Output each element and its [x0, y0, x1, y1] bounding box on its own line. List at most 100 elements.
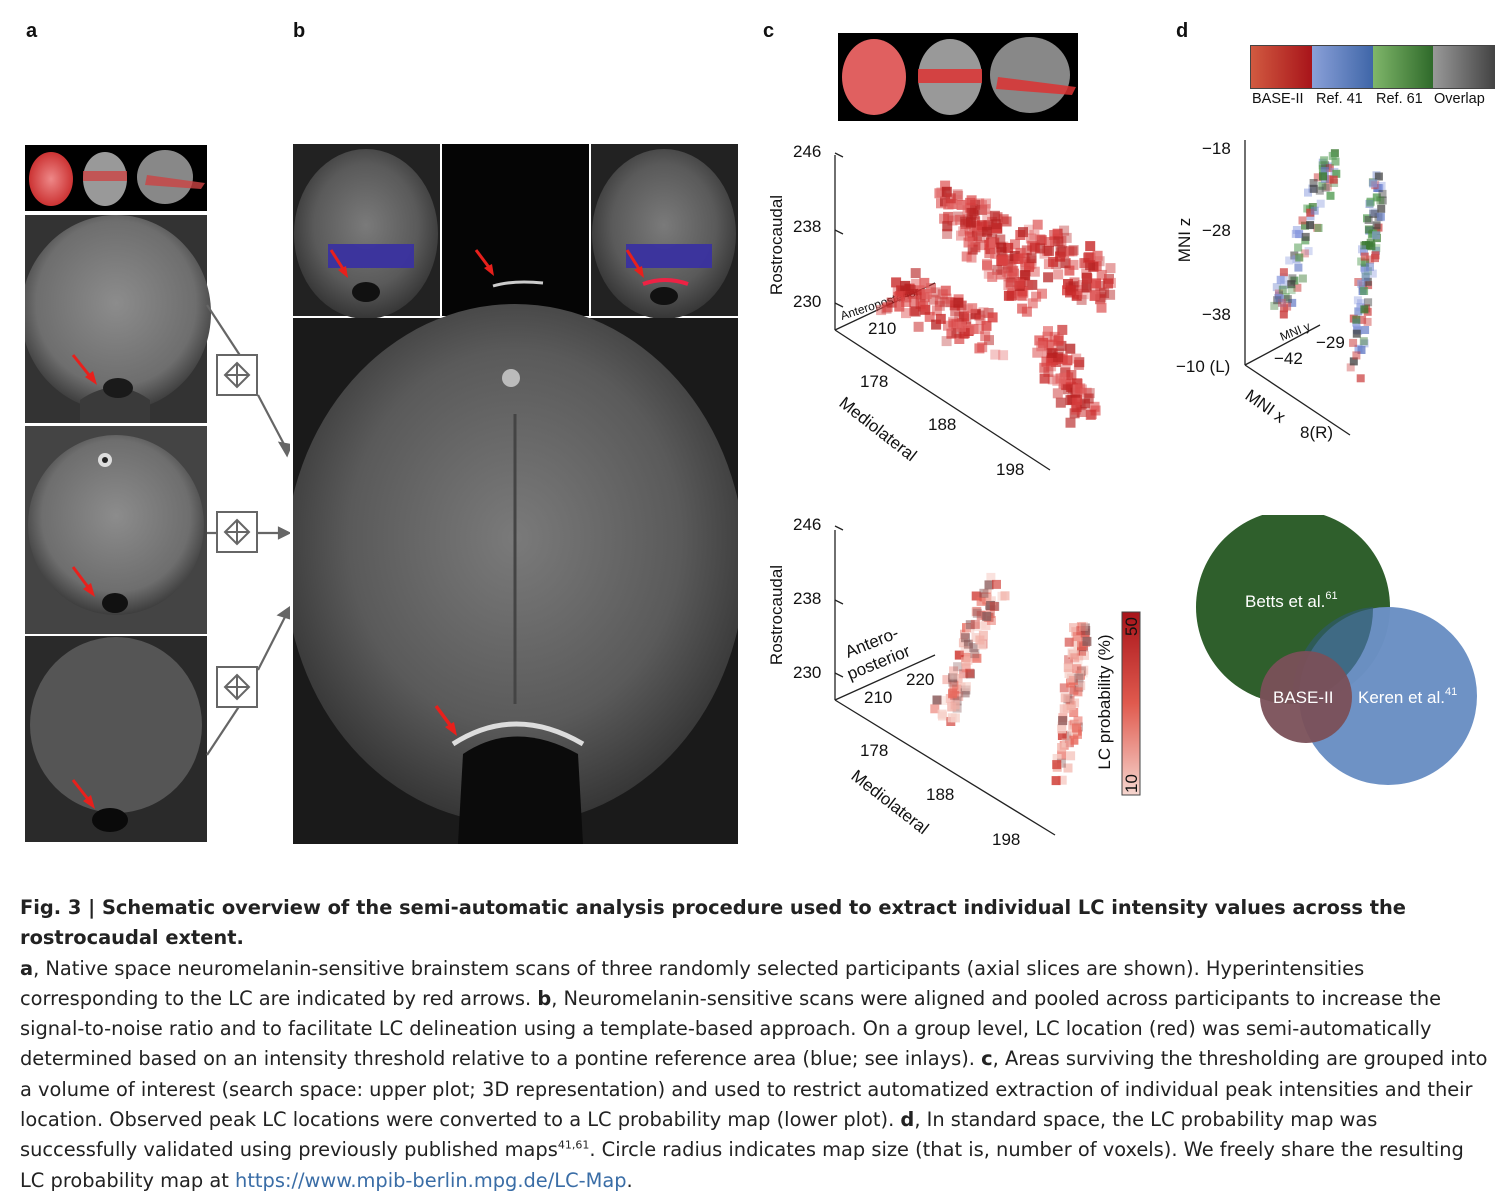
voxel	[1070, 698, 1080, 708]
voxel	[982, 258, 992, 269]
lc-map-link[interactable]: https://www.mpib-berlin.mpg.de/LC-Map	[235, 1168, 627, 1192]
voxel	[1372, 246, 1380, 255]
voxel	[1304, 247, 1313, 256]
voxel	[986, 596, 996, 606]
voxel	[990, 349, 1001, 360]
voxel	[959, 669, 969, 679]
voxel	[1320, 167, 1329, 176]
voxel	[1014, 278, 1025, 289]
z-axis-label: Rostrocaudal	[767, 565, 786, 665]
voxel	[934, 188, 945, 199]
ml-axis-label: Mediolateral	[836, 393, 921, 465]
voxel	[1285, 256, 1294, 265]
voxel	[1003, 262, 1013, 273]
axes	[1244, 140, 1351, 436]
voxel	[1378, 196, 1387, 205]
voxel	[1279, 310, 1288, 319]
voxel	[1096, 302, 1107, 313]
voxel	[970, 619, 980, 629]
voxel	[1353, 296, 1362, 305]
voxel	[1358, 315, 1367, 324]
voxel	[1357, 257, 1366, 266]
caption-a-text: , Native space neuromelanin-sensitive br…	[20, 956, 1365, 1010]
voxel	[953, 190, 964, 201]
voxel	[1306, 208, 1315, 217]
voxel	[1083, 252, 1094, 263]
voxel	[1007, 266, 1018, 277]
scan-participant-1	[25, 215, 211, 423]
voxel	[1359, 337, 1368, 346]
panel-label-b: b	[293, 20, 306, 42]
legend-swatch-ref61	[1372, 46, 1434, 88]
ml-axis-label: Mediolateral	[848, 766, 933, 838]
voxel	[919, 277, 930, 288]
voxel	[1060, 693, 1070, 703]
voxel	[918, 301, 928, 312]
ap-tick: 220	[906, 670, 934, 689]
venn-diagram: Betts et al.61 Keren et al.41 BASE-II	[1196, 515, 1477, 785]
voxel	[945, 193, 956, 204]
voxel	[926, 283, 936, 294]
voxel	[1357, 279, 1366, 288]
voxel	[1036, 341, 1047, 352]
voxel	[1365, 200, 1374, 208]
voxel	[909, 305, 920, 316]
caption-c-label: c	[981, 1047, 993, 1071]
voxel	[956, 682, 966, 692]
voxel	[1015, 247, 1026, 258]
voxel-cloud-mni	[1270, 149, 1387, 383]
voxel	[905, 284, 916, 295]
voxel	[1294, 243, 1303, 252]
inlay-lc-location	[591, 144, 738, 319]
voxel	[1057, 775, 1067, 785]
z-tick: 230	[793, 292, 821, 311]
inlay-threshold-mask	[442, 144, 589, 316]
voxel	[977, 640, 987, 650]
voxel	[1057, 743, 1067, 752]
voxel	[1095, 294, 1106, 305]
voxel	[1037, 288, 1047, 299]
voxel	[1067, 246, 1078, 257]
voxel	[1278, 298, 1286, 307]
figure: a b c d	[25, 20, 1495, 849]
voxel	[1272, 283, 1281, 292]
voxel	[1278, 298, 1286, 307]
voxel	[1039, 373, 1050, 384]
voxel	[960, 646, 970, 655]
voxel	[1031, 291, 1042, 302]
voxel	[1076, 626, 1086, 636]
voxel	[1306, 221, 1315, 230]
voxel	[987, 312, 998, 323]
scan-participant-3	[25, 636, 207, 842]
voxel	[1057, 724, 1067, 734]
voxel	[943, 199, 953, 210]
voxel	[1360, 305, 1369, 314]
legend-swatch-base	[1251, 46, 1312, 88]
transform-icon	[216, 666, 258, 708]
voxel	[977, 342, 988, 353]
voxel	[1072, 632, 1082, 642]
voxel	[998, 214, 1009, 225]
voxel	[1000, 591, 1010, 601]
voxel	[1066, 285, 1077, 296]
voxel	[1008, 253, 1019, 264]
ml-tick: 178	[860, 372, 888, 391]
voxel	[1321, 161, 1330, 170]
voxel	[986, 601, 996, 610]
voxel	[976, 220, 987, 231]
ml-tick: 188	[928, 415, 956, 434]
ap-tick: 210	[864, 688, 892, 707]
voxel	[982, 611, 992, 621]
voxel	[1349, 357, 1358, 366]
z-tick: −38	[1202, 305, 1231, 324]
voxel	[991, 219, 1002, 230]
voxel	[1361, 326, 1370, 334]
voxel	[1071, 290, 1082, 301]
voxel	[1089, 290, 1100, 301]
voxel	[967, 303, 978, 314]
voxel	[956, 199, 967, 210]
voxel	[1006, 279, 1017, 290]
voxel	[954, 334, 965, 344]
voxel	[921, 289, 932, 299]
voxel	[1010, 239, 1020, 250]
